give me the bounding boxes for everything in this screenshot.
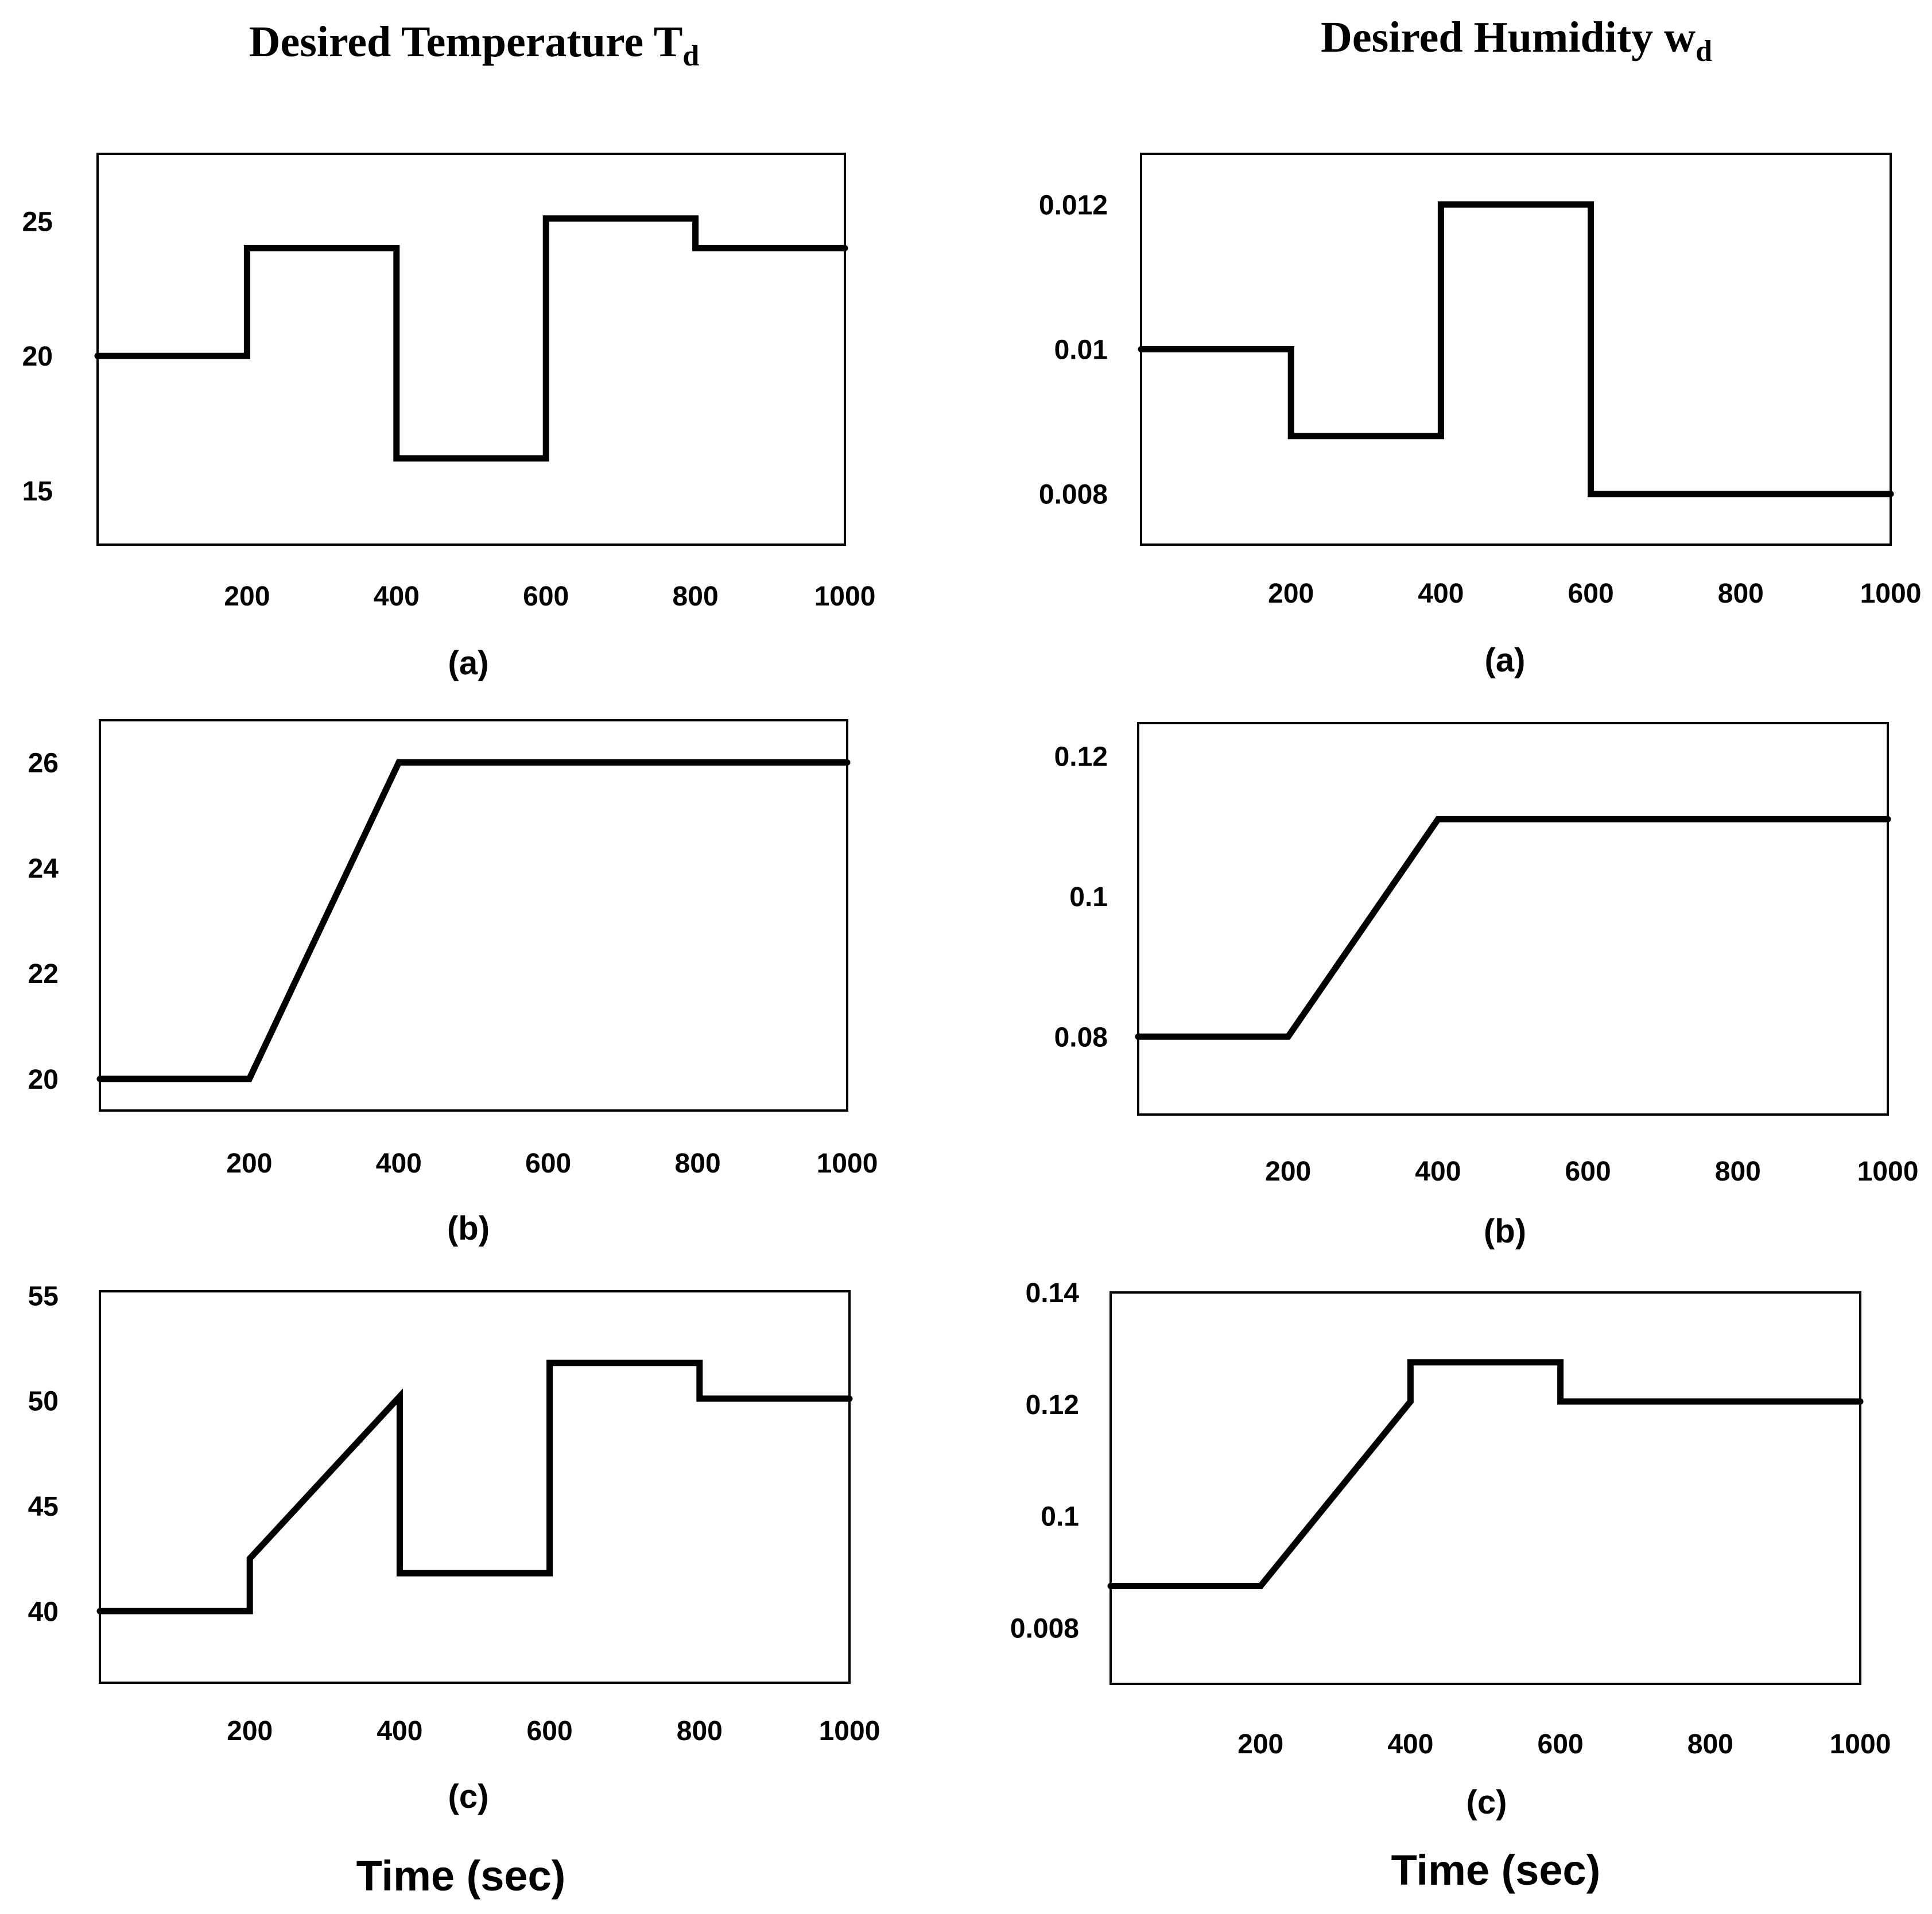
x-tick-label: 600 [525,1148,571,1179]
panel-label: (a) [1485,642,1526,679]
panel-temp-c: 40 45 50 55 200 400 600 800 1000 (c) [28,1281,880,1815]
x-tick-label: 400 [1418,579,1464,609]
plot-frame [99,1290,851,1684]
x-tick-label: 200 [1237,1729,1283,1760]
left-column-title: Desired Temperature Td [249,18,700,72]
panel-temp-b: 20 22 24 26 200 400 600 800 1000 (b) [28,719,878,1247]
y-tick-label: 0.12 [1026,1390,1079,1420]
x-tick-label: 1000 [1830,1729,1891,1760]
x-tick-label: 1000 [814,581,876,612]
x-tick-label: 800 [1715,1156,1761,1187]
series-line-td [96,1360,853,1614]
x-tick-label: 200 [227,1716,273,1746]
x-tick-label: 800 [673,581,719,612]
y-tick-label: 0.012 [1039,190,1108,220]
x-tick-label: 600 [523,581,569,612]
y-tick-label: 20 [28,1065,59,1095]
panel-temp-a: 15 20 25 200 400 600 800 1000 (a) [22,153,876,682]
x-tick-label: 600 [1538,1729,1584,1760]
y-tick-label: 50 [28,1387,59,1417]
panel-hum-a: 0.008 0.01 0.012 200 400 600 800 1000 (a) [1039,153,1922,679]
series-line-wd [1138,201,1894,498]
series-line-wd [1107,1359,1864,1589]
x-tick-label: 600 [1568,579,1614,609]
right-x-axis-label: Time (sec) [1391,1846,1601,1894]
x-tick-label: 200 [226,1148,272,1179]
plot-frame [1137,722,1889,1116]
y-tick-label: 0.14 [1026,1278,1080,1309]
y-tick-label: 25 [22,207,53,237]
x-tick-label: 400 [376,1148,422,1179]
panel-label: (b) [1484,1213,1526,1250]
panel-label: (c) [448,1778,489,1815]
x-tick-label: 1000 [1860,579,1922,609]
x-tick-label: 400 [374,581,420,612]
plot-frame [96,153,846,546]
panels: 15 20 25 200 400 600 800 1000 (a) 20 22 24 26 200 400 6… [22,153,1922,1821]
panel-label: (c) [1467,1784,1507,1821]
y-tick-label: 20 [22,341,53,372]
left-x-axis-label: Time (sec) [356,1852,566,1900]
y-tick-label: 0.08 [1054,1022,1108,1053]
plot-frame [1109,1291,1861,1685]
y-tick-label: 40 [28,1597,59,1627]
x-tick-label: 1000 [817,1148,878,1179]
y-tick-label: 15 [22,476,53,507]
panel-hum-b: 0.08 0.1 0.12 200 400 600 800 1000 (b) [1054,722,1919,1250]
y-tick-label: 0.008 [1010,1614,1079,1644]
x-tick-label: 1000 [819,1716,880,1746]
y-tick-label: 0.01 [1054,335,1108,366]
y-tick-label: 24 [28,853,59,884]
x-tick-label: 400 [1415,1156,1461,1187]
x-tick-label: 600 [1565,1156,1611,1187]
panel-label: (a) [448,645,489,682]
series-line-td [94,215,848,462]
x-tick-label: 400 [1387,1729,1433,1760]
x-tick-label: 800 [1718,579,1764,609]
y-tick-label: 55 [28,1281,59,1311]
right-column-title: Desired Humidity wd [1321,13,1712,68]
series-line-td [96,759,851,1082]
x-tick-label: 800 [1687,1729,1733,1760]
series-line-wd [1135,816,1891,1040]
x-tick-label: 400 [377,1716,422,1746]
y-tick-label: 0.008 [1039,480,1108,510]
plot-frame [99,719,848,1112]
y-tick-label: 0.1 [1069,882,1108,913]
y-tick-label: 22 [28,959,59,989]
y-tick-label: 45 [28,1492,59,1522]
x-tick-label: 800 [675,1148,721,1179]
panel-label: (b) [447,1210,490,1247]
y-tick-label: 0.1 [1041,1502,1079,1532]
x-tick-label: 200 [224,581,270,612]
x-tick-label: 800 [677,1716,723,1746]
panel-hum-c: 0.14 0.12 0.1 0.008 200 400 600 800 1000 (c) [1010,1278,1891,1821]
y-tick-label: 26 [28,748,59,779]
x-tick-label: 1000 [1857,1156,1919,1187]
x-tick-label: 200 [1265,1156,1311,1187]
x-tick-label: 200 [1268,579,1314,609]
y-tick-label: 0.12 [1054,741,1108,772]
x-tick-label: 600 [527,1716,573,1746]
